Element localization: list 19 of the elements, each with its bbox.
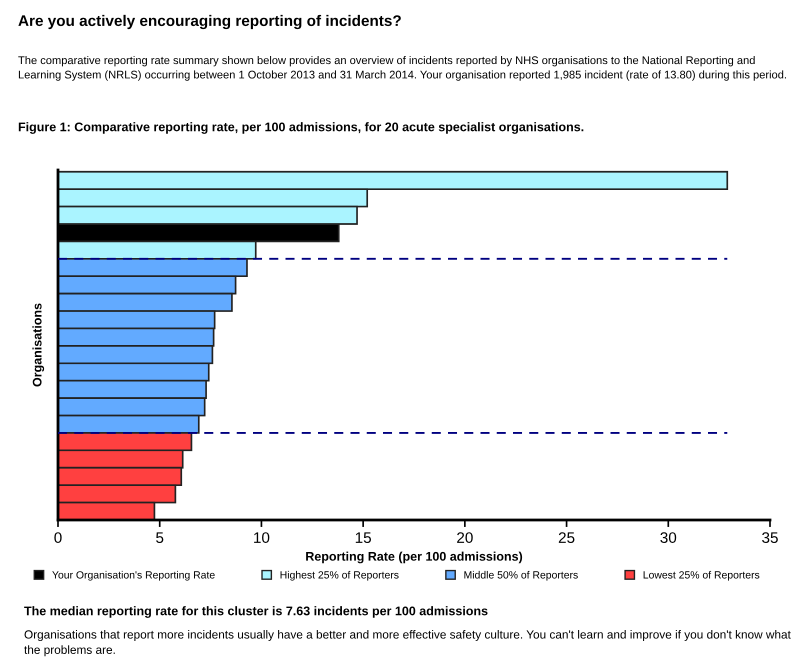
x-tick-label: 10 (254, 532, 270, 544)
legend-label: Your Organisation's Reporting Rate (52, 570, 215, 581)
chart-subtitle: The comparative reporting rate summary shown below provides an overview of incidents reported by NHS organisations to the National Reporting and Learning System (NRLS) occurring between 1 October 2013 and 31 March 2014. Your organisation reported 1,985 incident (rate of 13.80) during this period. (18, 56, 786, 81)
x-tick-label: 20 (457, 532, 473, 544)
x-tick-label: 25 (558, 532, 574, 544)
legend-label: Lowest 25% of Reporters (644, 570, 760, 581)
y-axis-title: Organisations (32, 303, 44, 387)
x-tick-label: 35 (762, 532, 778, 544)
x-tick-label: 30 (660, 532, 676, 544)
text: The median reporting rate for this cluster is 7.63 incidents per 100 admissions (24, 606, 488, 618)
legend-label: Highest 25% of Reporters (280, 570, 399, 581)
x-tick-label: 0 (54, 532, 62, 544)
caption: Figure 1: Comparative reporting rate, per 100 admissions, for 20 acute specialist organisations. (18, 122, 584, 134)
x-tick-label: 15 (356, 532, 371, 544)
chart-title: Are you actively encouraging reporting of incidents? (18, 14, 401, 30)
x-tick-label: 5 (156, 532, 164, 544)
legend-label: Middle 50% of Reporters (464, 570, 578, 581)
text: Organisations that report more incidents usually have a better and more effective safety culture. You can't learn and improve if you don't know what the problems are. (24, 630, 791, 656)
x-axis-title: Reporting Rate (per 100 admissions) (306, 552, 522, 564)
